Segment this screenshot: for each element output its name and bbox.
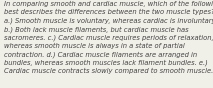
Text: In comparing smooth and cardiac muscle, which of the following
best describes th: In comparing smooth and cardiac muscle, … (4, 1, 213, 74)
